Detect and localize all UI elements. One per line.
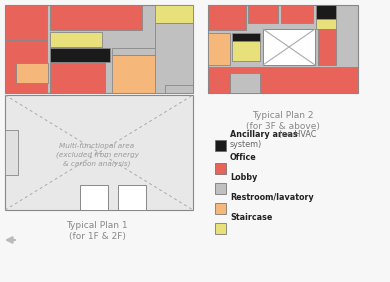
Bar: [215, 183, 226, 194]
Bar: [318, 29, 336, 65]
Bar: [208, 5, 358, 93]
Bar: [232, 33, 260, 41]
Text: system): system): [230, 140, 262, 149]
Text: (for 3F & above): (for 3F & above): [246, 122, 320, 131]
Bar: [50, 32, 102, 47]
Text: Typical Plan 2: Typical Plan 2: [252, 111, 314, 120]
Bar: [5, 40, 47, 93]
Bar: [165, 85, 193, 93]
Bar: [263, 29, 315, 65]
Bar: [118, 185, 146, 210]
Bar: [155, 5, 193, 23]
Bar: [112, 48, 177, 55]
Text: Ancillary areas: Ancillary areas: [230, 130, 298, 139]
Bar: [208, 5, 246, 30]
Bar: [281, 5, 313, 23]
Text: Lobby: Lobby: [230, 173, 257, 182]
Bar: [215, 223, 226, 234]
Text: Multi-functional area
(excluded from energy
& carbon analysis): Multi-functional area (excluded from ene…: [55, 143, 138, 167]
Bar: [316, 19, 336, 29]
Text: Typical Plan 1: Typical Plan 1: [66, 221, 128, 230]
Bar: [248, 5, 278, 23]
Text: (for 1F & 2F): (for 1F & 2F): [69, 232, 126, 241]
Bar: [215, 203, 226, 214]
Bar: [215, 163, 226, 174]
Text: Staircase: Staircase: [230, 213, 272, 222]
Bar: [50, 63, 105, 93]
Bar: [5, 5, 193, 93]
Bar: [232, 41, 260, 61]
Bar: [5, 130, 18, 175]
Bar: [80, 185, 108, 210]
Bar: [208, 33, 230, 65]
Bar: [215, 140, 226, 151]
Bar: [16, 63, 48, 83]
Text: Office: Office: [230, 153, 257, 162]
Text: Restroom/lavatory: Restroom/lavatory: [230, 193, 314, 202]
Bar: [5, 95, 193, 210]
Bar: [5, 5, 47, 40]
Bar: [230, 73, 260, 93]
Bar: [50, 48, 110, 62]
Bar: [112, 55, 177, 93]
Bar: [208, 67, 358, 93]
Bar: [50, 5, 142, 30]
Text: (no HVAC: (no HVAC: [279, 130, 316, 139]
Bar: [155, 23, 193, 93]
Bar: [316, 5, 336, 19]
